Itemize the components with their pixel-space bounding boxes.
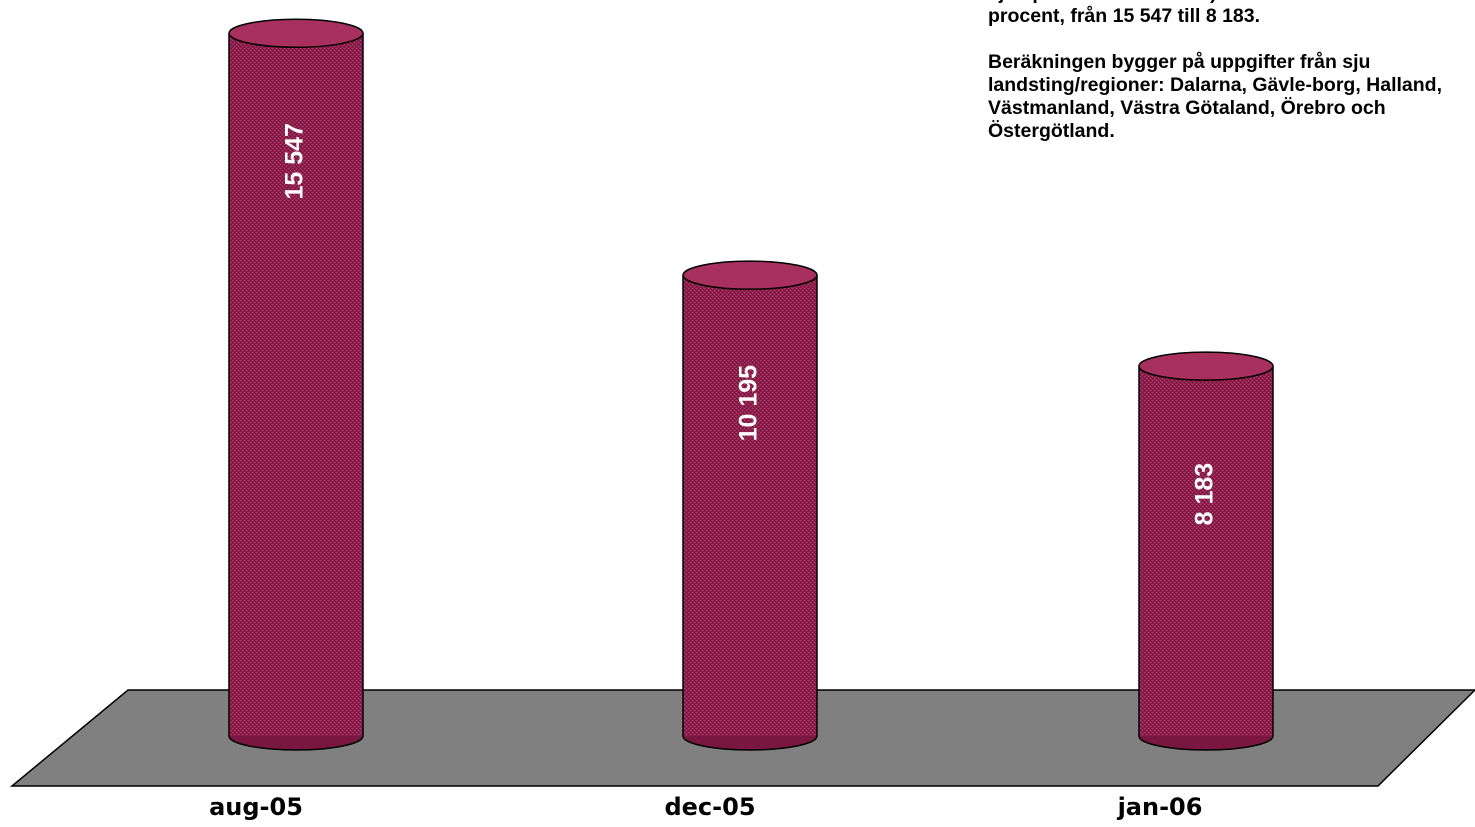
- value-label: 8 183: [1191, 463, 1219, 526]
- value-label: 10 195: [735, 365, 763, 442]
- bar-top: [228, 18, 364, 49]
- bar-dec-05: 10 195: [682, 260, 818, 751]
- bar-jan-06: 8 183: [1138, 351, 1274, 751]
- bar-body: [1139, 366, 1273, 736]
- note-paragraph-1: sju specialitetsområden) har minskat med…: [988, 0, 1404, 27]
- bar-base-cover: [1139, 722, 1273, 736]
- category-label: dec-05: [664, 793, 755, 821]
- bar-base-cover: [683, 722, 817, 736]
- bar-body: [229, 33, 363, 737]
- bars-layer: 15 547 10 195 8 183: [228, 18, 1274, 751]
- note-paragraph-2: Beräkningen bygger på uppgifter från sju…: [988, 51, 1443, 142]
- bar-aug-05: 15 547: [228, 18, 364, 751]
- bar-body: [683, 275, 817, 736]
- value-label: 15 547: [281, 123, 309, 199]
- category-label: aug-05: [209, 793, 303, 821]
- bar-base-cover: [229, 722, 363, 736]
- category-labels: aug-05 dec-05 jan-06: [209, 793, 1202, 821]
- category-label: jan-06: [1117, 793, 1203, 821]
- bar-top: [1138, 351, 1274, 381]
- annotation-note: sju specialitetsområden) har minskat med…: [988, 0, 1468, 166]
- bar-top: [682, 260, 818, 290]
